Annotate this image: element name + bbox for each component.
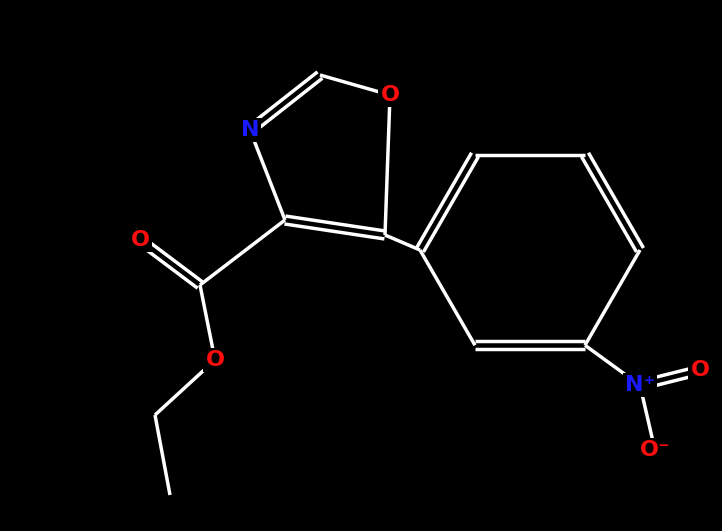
Text: O: O <box>690 360 710 380</box>
Text: O⁻: O⁻ <box>640 440 670 460</box>
Text: O: O <box>206 350 225 370</box>
Text: O: O <box>131 230 149 250</box>
Text: O: O <box>380 85 399 105</box>
Text: N: N <box>240 120 259 140</box>
Text: N⁺: N⁺ <box>625 375 655 395</box>
